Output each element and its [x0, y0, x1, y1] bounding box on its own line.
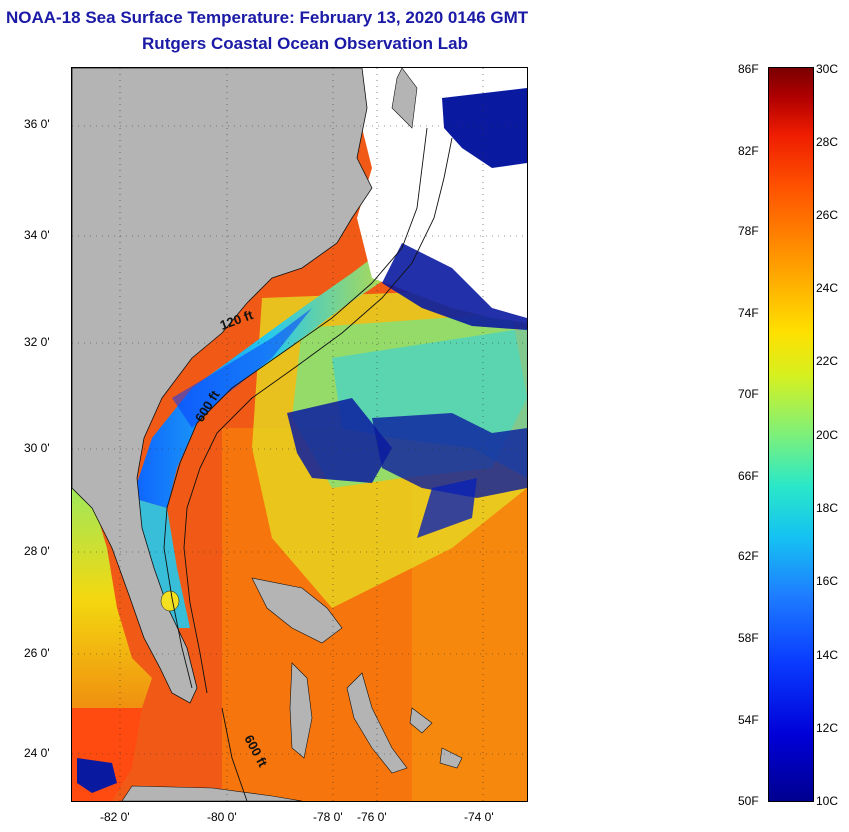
temperature-colorbar [768, 67, 814, 802]
cold-patch-1 [287, 398, 392, 483]
lon-label-80: -80 0' [207, 810, 237, 824]
colorbar-f-58: 58F [738, 631, 759, 645]
bahamas-island [409, 707, 433, 734]
colorbar-c-20: 20C [816, 428, 839, 442]
cold-north-patch [442, 88, 527, 168]
cold-patch-2 [372, 413, 527, 498]
bahamas-north [251, 577, 343, 644]
lat-label-30: 30 0' [24, 441, 50, 455]
cuba-coast-cold [77, 758, 117, 793]
colorbar-f-82: 82F [738, 144, 759, 158]
colorbar-c-16: 16C [816, 574, 839, 588]
lon-label-76: -76 0' [357, 810, 387, 824]
map-title: NOAA-18 Sea Surface Temperature: Februar… [6, 8, 529, 27]
bahamas-andros [289, 662, 313, 759]
gulf-of-mexico [72, 488, 152, 708]
cold-patch-3 [417, 478, 477, 538]
map-subtitle: Rutgers Coastal Ocean Observation Lab [142, 34, 468, 53]
coastal-cool-band [132, 218, 432, 508]
lat-label-36: 36 0' [24, 117, 50, 131]
graticule [72, 68, 527, 801]
sst-map-canvas: 120 ft 600 ft 600 ft [72, 68, 527, 801]
lat-label-28: 28 0' [24, 544, 50, 558]
colorbar-f-62: 62F [738, 549, 759, 563]
lat-label-24: 24 0' [24, 746, 50, 760]
contour-120ft [163, 127, 428, 689]
colorbar-c-10: 10C [816, 794, 839, 808]
lon-label-82: -82 0' [100, 810, 130, 824]
colorbar-c-24: 24C [816, 281, 839, 295]
lat-label-34: 34 0' [24, 228, 50, 242]
colorbar-f-74: 74F [738, 306, 759, 320]
lon-label-74: -74 0' [464, 810, 494, 824]
colorbar-f-50: 50F [738, 794, 759, 808]
land-outer-banks [391, 68, 418, 129]
colorbar-c-12: 12C [816, 721, 839, 735]
land-cuba [121, 785, 303, 801]
contour-600ft [183, 137, 453, 694]
colorbar-f-70: 70F [738, 387, 759, 401]
sst-map: 120 ft 600 ft 600 ft [71, 67, 528, 802]
colorbar-f-78: 78F [738, 224, 759, 238]
colorbar-f-54: 54F [738, 713, 759, 727]
colorbar-f-66: 66F [738, 469, 759, 483]
coastal-blue [172, 308, 312, 428]
bahamas-island-2 [439, 747, 463, 769]
contour-600ft-south [221, 707, 248, 801]
colorbar-c-28: 28C [816, 135, 839, 149]
cold-north-edge [382, 243, 527, 330]
colorbar-c-30: 30C [816, 62, 839, 76]
colorbar-f-86: 86F [738, 62, 759, 76]
lat-label-26: 26 0' [24, 646, 50, 660]
colorbar-c-22: 22C [816, 354, 839, 368]
lake-okeechobee [160, 590, 180, 612]
lon-label-78: -78 0' [313, 810, 343, 824]
colorbar-c-14: 14C [816, 648, 839, 662]
lat-label-32: 32 0' [24, 335, 50, 349]
land-mainland [72, 68, 373, 704]
colorbar-c-18: 18C [816, 501, 839, 515]
colorbar-c-26: 26C [816, 208, 839, 222]
